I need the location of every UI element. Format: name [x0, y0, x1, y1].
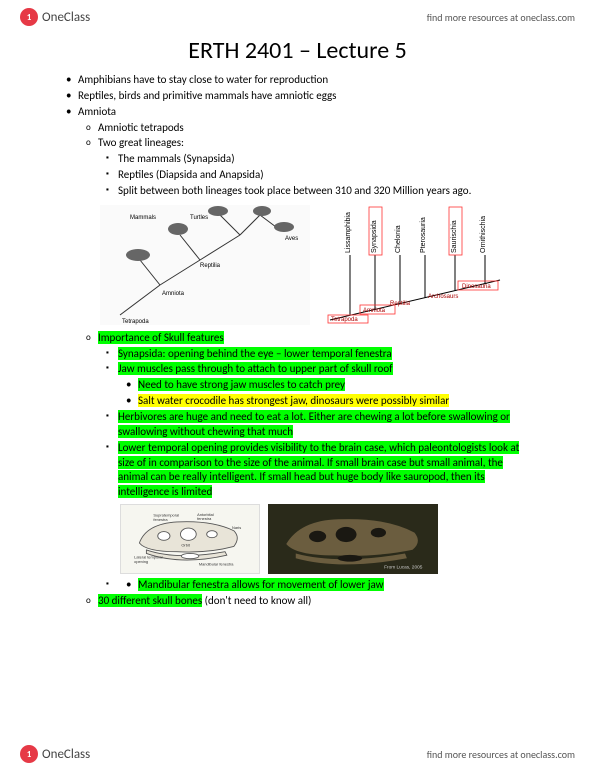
bullet-l3: The mammals (Synapsida): [60, 152, 535, 167]
bullet-l4: Mandibular fenestra allows for movement …: [60, 578, 535, 593]
bullet-l4: Salt water crocodile has strongest jaw, …: [60, 394, 535, 409]
bullet-l2: 30 different skull bones (don't need to …: [60, 594, 535, 609]
skull-label: fenestra: [197, 517, 212, 522]
logo-text: OneClass: [42, 10, 90, 25]
clad-tip: Lissamphibia: [345, 212, 352, 253]
tree-label: Tetrapoda: [122, 319, 149, 325]
clad-node: Dinosauria: [462, 284, 491, 290]
skull-label: opening: [134, 560, 148, 565]
clad-tip: Saurischia: [451, 220, 458, 253]
document-body: ERTH 2401 – Lecture 5 Amphibians have to…: [0, 30, 595, 609]
bullet-l3: Jaw muscles pass through to attach to up…: [60, 362, 535, 377]
clad-tip: Ornithischia: [480, 216, 487, 253]
skull-label: Naris: [232, 525, 241, 530]
logo-text: OneClass: [42, 747, 90, 762]
bullet-l4: Need to have strong jaw muscles to catch…: [60, 378, 535, 393]
skull-label: fenestra: [153, 518, 168, 523]
bullet-l3: Split between both lineages took place b…: [60, 184, 535, 199]
logo-badge-icon: 1: [20, 745, 38, 763]
skull-label: Mandibular fenestra: [199, 562, 234, 567]
bullet-l1: Amphibians have to stay close to water f…: [60, 73, 535, 88]
tree-label: Mammals: [130, 215, 156, 221]
bullet-l1: Amniota: [60, 105, 535, 120]
clad-node: Tetrapoda: [331, 317, 358, 323]
page-title: ERTH 2401 – Lecture 5: [60, 36, 535, 65]
brand-logo-footer: 1 OneClass: [20, 745, 90, 763]
resources-link[interactable]: find more resources at oneclass.com: [427, 11, 575, 24]
cladogram-diagram: Lissamphibia Synapsida Chelonia Pterosau…: [320, 205, 520, 325]
skull-photo: From Lucas, 2005: [268, 504, 438, 574]
bullet-l3: Reptiles (Diapsida and Anapsida): [60, 168, 535, 183]
tree-label: Aves: [285, 236, 298, 242]
clad-tip: Pterosauria: [420, 217, 427, 253]
phylogeny-tree-diagram: Mammals Turtles Reptilia Aves Amniota Te…: [100, 205, 310, 325]
clad-tip: Synapsida: [371, 220, 378, 253]
clad-node: Reptilia: [390, 301, 411, 307]
skull-line-diagram: Supratemporal fenestra Antorbital fenest…: [120, 504, 260, 574]
logo-badge-icon: 1: [20, 8, 38, 26]
tree-label: Turtles: [190, 215, 208, 221]
clad-node: Archosaurs: [428, 294, 458, 300]
clad-tip: Chelonia: [395, 225, 402, 253]
bullet-l3: Herbivores are huge and need to eat a lo…: [60, 410, 535, 440]
clad-node: Amniota: [363, 308, 386, 314]
resources-link-footer[interactable]: find more resources at oneclass.com: [427, 748, 575, 761]
skull-label: Orbit: [181, 543, 190, 548]
bullet-l2: Amniotic tetrapods: [60, 121, 535, 136]
tree-label: Reptilia: [200, 263, 221, 269]
bullet-l2: Two great lineages:: [60, 136, 535, 151]
bullet-l2: Importance of Skull features: [60, 331, 535, 346]
brand-logo: 1 OneClass: [20, 8, 90, 26]
tree-label: Amniota: [162, 291, 185, 297]
bullet-l1: Reptiles, birds and primitive mammals ha…: [60, 89, 535, 104]
photo-credit: From Lucas, 2005: [384, 564, 423, 570]
bullet-l3: Lower temporal opening provides visibili…: [60, 441, 535, 500]
bullet-l3: Synapsida: opening behind the eye – lowe…: [60, 347, 535, 362]
